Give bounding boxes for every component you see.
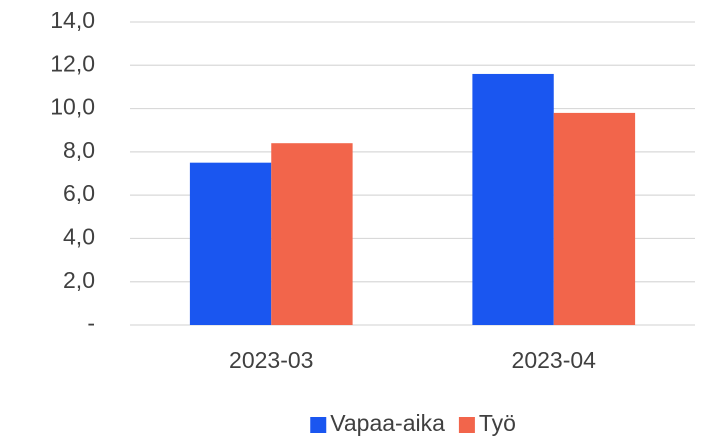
y-tick-label: 14,0: [50, 7, 95, 33]
y-tick-label: 2,0: [63, 267, 95, 293]
bar: [472, 73, 554, 325]
legend-label: Työ: [479, 410, 516, 436]
y-tick-label: 6,0: [63, 180, 95, 206]
y-tick-label: 4,0: [63, 224, 95, 250]
bar: [271, 143, 353, 325]
bar: [553, 112, 636, 326]
y-tick-label: 12,0: [50, 50, 95, 76]
legend-swatch: [310, 417, 327, 433]
bar: [189, 162, 272, 325]
legend-label: Vapaa-aika: [330, 410, 445, 436]
y-tick-label: 8,0: [63, 137, 95, 163]
y-tick-label: -: [87, 310, 95, 336]
x-tick-label: 2023-04: [512, 347, 597, 373]
legend-swatch: [458, 417, 475, 433]
x-tick-label: 2023-03: [229, 347, 313, 373]
y-tick-label: 10,0: [50, 94, 95, 120]
